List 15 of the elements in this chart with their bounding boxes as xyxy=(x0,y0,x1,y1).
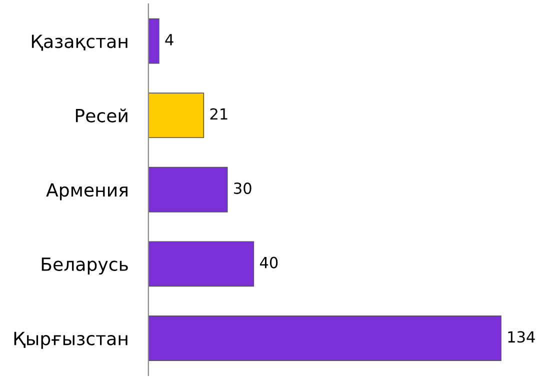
bar xyxy=(148,241,254,287)
data-label: 21 xyxy=(210,108,228,120)
y-tick-label: Армения xyxy=(46,183,128,200)
data-label: 134 xyxy=(508,331,535,343)
bar xyxy=(148,166,228,212)
data-label: 30 xyxy=(234,182,252,194)
y-tick-label: Ресей xyxy=(76,108,128,122)
bar xyxy=(148,316,502,361)
y-tick-label: Қазақстан xyxy=(32,34,128,51)
data-label: 4 xyxy=(165,34,174,46)
data-label: 40 xyxy=(260,256,278,268)
bar xyxy=(148,18,160,64)
y-tick-label: Беларусь xyxy=(42,258,128,275)
y-tick-label: Қырғызстан xyxy=(14,332,128,349)
bar xyxy=(148,92,204,138)
